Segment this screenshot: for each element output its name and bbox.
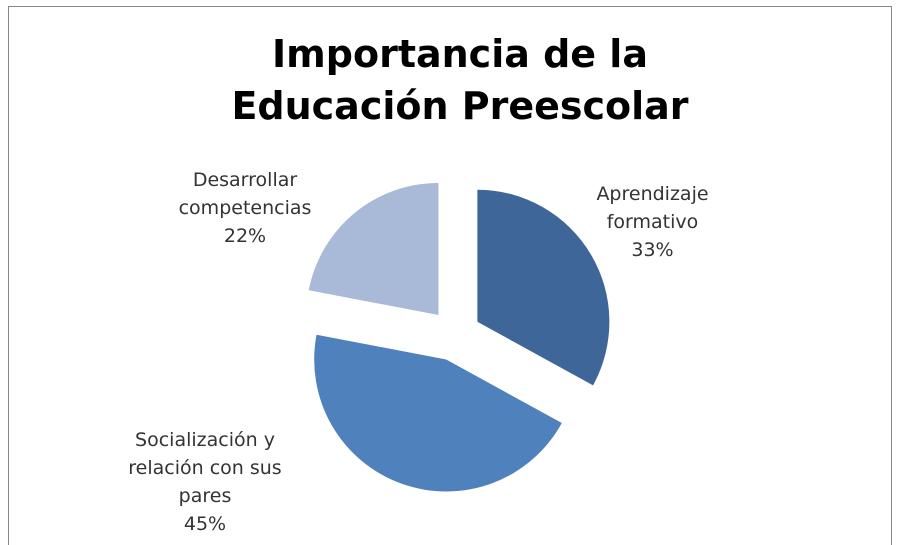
slice-category: Desarrollar competencias	[178, 169, 312, 219]
slice-value: 22%	[223, 225, 267, 247]
slice-label: Aprendizaje formativo 33%	[590, 180, 715, 264]
pie-slice	[314, 334, 562, 492]
slice-label: Socialización y relación con sus pares 45…	[115, 426, 295, 538]
slice-label: Desarrollar competencias 22%	[170, 166, 320, 250]
chart-frame	[8, 6, 892, 545]
slice-category: Socialización y relación con sus pares	[128, 429, 282, 507]
slice-value: 33%	[631, 239, 674, 261]
pie-slice	[477, 189, 610, 386]
pie-slice	[308, 182, 439, 315]
chart-title: Importancia de la Educación Preescolar	[231, 32, 689, 128]
slice-category: Aprendizaje formativo	[596, 183, 709, 233]
slice-value: 45%	[183, 513, 227, 535]
